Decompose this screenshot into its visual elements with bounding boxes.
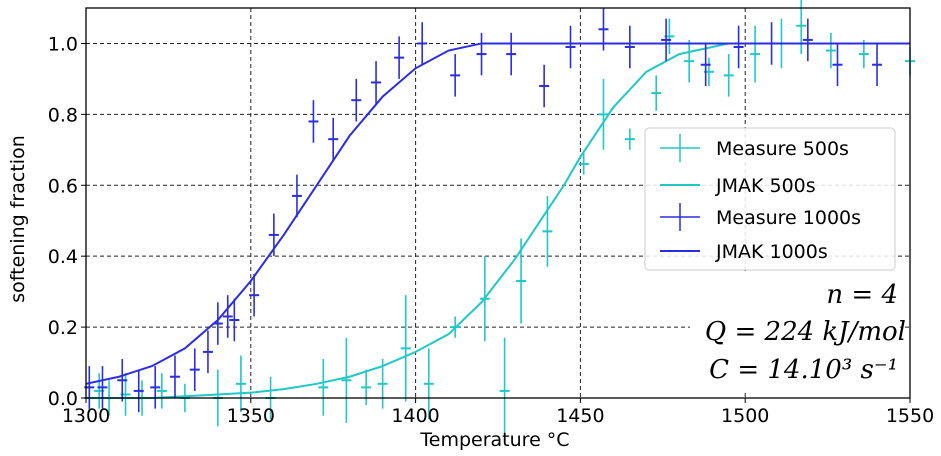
data-point [651,75,662,111]
series-line [85,42,910,385]
legend-box [644,127,896,271]
x-tick-label: 1350 [227,405,275,427]
data-point [565,25,576,69]
data-point [872,43,883,86]
annotation-block: n = 4 Q = 224 kJ/mol C = 14.10³ s⁻¹ [690,273,906,391]
data-point [249,273,260,317]
annotation-q: Q = 224 kJ/mol [705,317,906,347]
legend-item-measure-1000s: Measure 1000s [660,203,861,231]
x-axis-label: Temperature °C [419,429,569,451]
data-point [796,0,807,55]
data-point [235,355,246,413]
series-jmak-1000s [85,42,910,385]
plot-area [84,0,915,445]
data-point [598,78,609,150]
x-tick-label: 1450 [556,405,604,427]
data-point [578,153,589,175]
series-jmak-500s [86,42,910,399]
series-line [86,42,910,399]
data-point [156,373,167,409]
y-tick-label: 1.0 [48,33,78,55]
data-point [476,32,487,76]
y-tick-label: 0.8 [48,104,78,126]
data-point [371,61,382,104]
data-point [377,359,388,409]
data-point [318,359,329,416]
y-tick-label: 0.6 [48,175,78,197]
data-point [291,174,302,218]
plot-frame [85,7,911,399]
data-point [506,32,517,76]
data-point [308,100,319,143]
data-point [202,330,213,374]
data-point [661,18,672,62]
data-point [117,359,128,402]
legend-label: Measure 1000s [716,207,861,229]
data-point [700,43,711,86]
data-point [423,348,434,420]
series-measure-1000s [84,8,883,413]
annotation-c: C = 14.10³ s⁻¹ [709,355,898,385]
x-tick-label: 1400 [391,405,439,427]
y-tick-label: 0.0 [48,388,78,410]
data-point [450,54,461,97]
legend: Measure 500s JMAK 500s Measure 1000s JMA… [644,127,896,271]
y-tick-label: 0.2 [48,317,78,339]
legend-label: Measure 500s [716,138,849,160]
data-point [733,25,744,69]
data-point [341,337,352,423]
data-point [351,78,362,122]
data-point [361,369,372,406]
data-point [539,64,550,108]
data-point [858,39,869,69]
legend-label: JMAK 1000s [715,241,828,263]
data-point [832,43,843,86]
axis-ticks: 1300 1350 1400 1450 1500 1550 0.0 0.2 0.4 0.6 0.8 1… [48,33,934,427]
legend-item-measure-500s: Measure 500s [660,134,849,162]
legend-label: JMAK 500s [715,175,816,197]
data-point [516,238,527,324]
data-point [328,117,339,161]
data-point [499,337,510,445]
data-point [150,366,161,409]
y-tick-label: 0.4 [48,246,78,268]
legend-item-jmak-1000s: JMAK 1000s [660,241,828,263]
data-point [802,18,813,62]
data-point [723,54,734,97]
legend-item-jmak-500s: JMAK 500s [660,175,816,197]
x-tick-label: 1300 [62,405,110,427]
y-axis-label: softening fraction [7,135,29,302]
data-point [624,128,635,150]
data-point [825,32,836,69]
x-tick-label: 1500 [721,405,769,427]
data-point [133,369,144,413]
data-point [417,22,428,65]
data-point [684,39,695,83]
annotation-n: n = 4 [826,280,898,310]
data-point [222,295,233,338]
data-point [97,366,108,409]
data-point [189,348,200,391]
data-point [542,195,553,267]
data-point [229,298,240,342]
data-point [169,355,180,398]
data-point [624,25,635,69]
data-point [750,25,761,83]
data-point [394,36,405,79]
data-point [400,295,411,402]
x-tick-label: 1550 [886,405,934,427]
